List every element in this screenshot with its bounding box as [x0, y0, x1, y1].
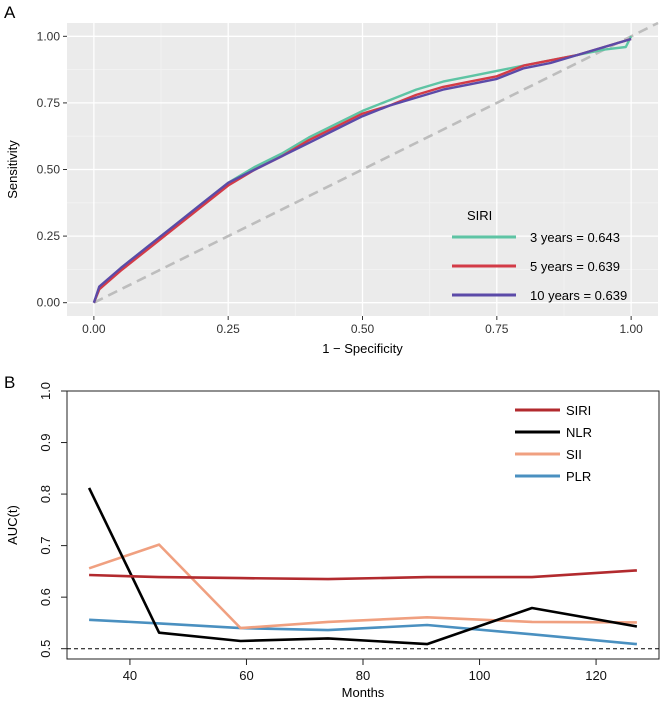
panel-b-y-tick-label: 0.9 [38, 433, 53, 451]
panel-b-y-axis-title: AUC(t) [5, 505, 20, 545]
panel-b-line-plr [89, 618, 638, 646]
panel-b-auc-chart: 40 60 80 100 120 0.5 0.6 0.7 0.8 0.9 1.0 SIRI NLR SII… [5, 382, 660, 700]
panel-b-y-tick-label: 0.8 [38, 485, 53, 503]
panel-a-x-tick-label: 1.00 [619, 322, 643, 336]
panel-b-line-nlr [87, 487, 638, 646]
panel-a-legend-label: 3 years = 0.643 [530, 230, 620, 245]
panel-a-y-tick-label: 0.50 [37, 163, 61, 177]
panel-b-legend-label: PLR [566, 469, 591, 484]
panel-b-legend-label: NLR [566, 425, 592, 440]
panel-b-line-siri [89, 569, 637, 581]
panel-b-letter: B [4, 373, 15, 392]
panel-a-x-tick-label: 0.75 [485, 322, 509, 336]
panel-b-legend-label: SII [566, 447, 582, 462]
panel-b-legend-label: SIRI [566, 403, 591, 418]
panel-b-x-tick-label: 100 [469, 668, 491, 683]
panel-b-x-tick-label: 40 [123, 668, 137, 683]
panel-b-x-tick-label: 120 [585, 668, 607, 683]
panel-b-line-sii [88, 543, 637, 630]
panel-b-plot-frame [66, 390, 660, 660]
panel-a-y-tick-label: 0.75 [37, 96, 61, 110]
panel-a-legend-label: 5 years = 0.639 [530, 259, 620, 274]
panel-b-x-axis-title: Months [342, 685, 385, 700]
panel-b-x-tick-label: 60 [239, 668, 253, 683]
panel-b-y-tick-label: 0.6 [38, 588, 53, 606]
panel-a-diagonal-reference-line [93, 21, 659, 304]
panel-a-y-tick-label: 1.00 [37, 29, 61, 43]
panel-b-y-tick-label: 0.7 [38, 537, 53, 555]
panel-a-x-tick-label: 0.25 [217, 322, 241, 336]
panel-a-x-tick-label: 0.50 [351, 322, 375, 336]
panel-a-legend-label: 10 years = 0.639 [530, 288, 627, 303]
panel-a-letter: A [4, 3, 16, 22]
panel-a-y-tick-label: 0.25 [37, 229, 61, 243]
panel-b-x-tick-label: 80 [356, 668, 370, 683]
panel-b-y-tick-label: 0.5 [38, 640, 53, 658]
panel-a-roc-curve-2 [92, 37, 632, 304]
panel-a-x-tick-label: 0.00 [82, 322, 106, 336]
panel-a-y-axis-title: Sensitivity [5, 140, 20, 199]
panel-b-y-tick-label: 1.0 [38, 382, 53, 400]
panel-a-legend-title: SIRI [467, 208, 492, 223]
panel-a-roc-curve-3 [92, 37, 632, 304]
panel-a-x-axis-title: 1 − Specificity [322, 341, 403, 356]
panel-a-y-tick-label: 0.00 [37, 296, 61, 310]
panel-a-roc-chart: 0.00 0.25 0.50 0.75 1.00 0.00 0.25 0.50 0.75 1.00… [5, 21, 659, 356]
